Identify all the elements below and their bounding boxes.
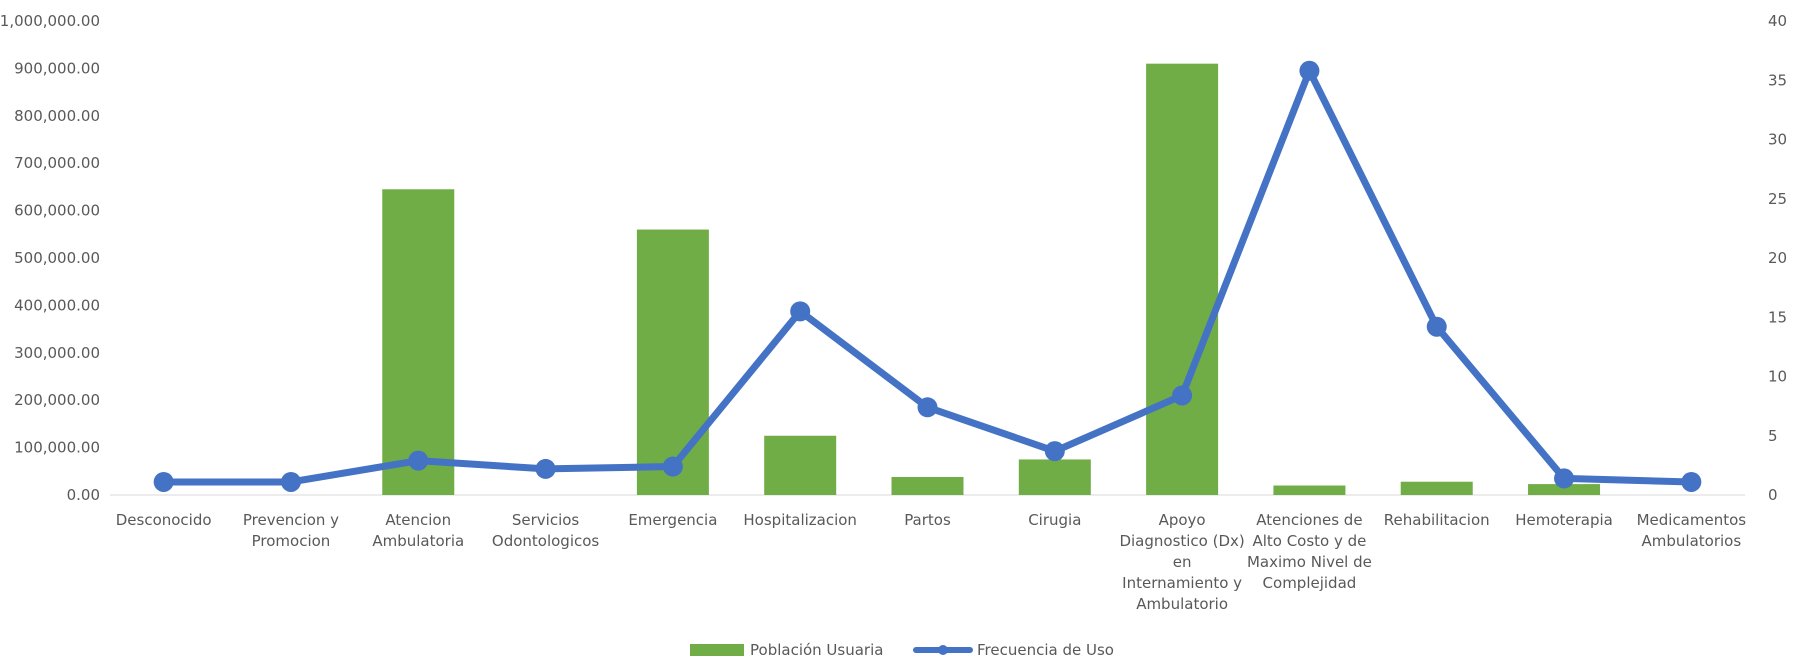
bar (1273, 485, 1346, 495)
line-point (917, 397, 938, 418)
right-axis: 0 5 10 15 20 25 30 35 40 (1768, 12, 1787, 504)
bar (1018, 459, 1091, 495)
right-axis-tick-label: 0 (1768, 486, 1778, 504)
line-point (1299, 60, 1320, 81)
line-point (662, 456, 683, 477)
category-label: Servicios Odontologicos (492, 511, 600, 550)
right-axis-tick-label: 30 (1768, 131, 1787, 149)
category-label: Atencion Ambulatoria (372, 511, 464, 550)
legend-marker-frecuencia-de-uso (938, 645, 948, 655)
left-axis-tick-label: 800,000.00 (14, 107, 100, 125)
category-label: Hospitalizacion (743, 511, 857, 529)
bar (636, 229, 709, 495)
right-axis-tick-label: 5 (1768, 427, 1778, 445)
category-label: Hemoterapia (1515, 511, 1613, 529)
right-axis-tick-label: 20 (1768, 249, 1787, 267)
category-labels: Desconocido Prevencion y Promocion Atencion… (116, 511, 1747, 613)
left-axis: 0.00 100,000.00 200,000.00 300,000.00 400,00… (0, 12, 100, 504)
left-axis-tick-label: 200,000.00 (14, 391, 100, 409)
line-point (1172, 385, 1193, 406)
left-axis-tick-label: 300,000.00 (14, 344, 100, 362)
right-axis-tick-label: 40 (1768, 12, 1787, 30)
line-point (1044, 441, 1065, 462)
line-point (790, 301, 811, 322)
right-axis-tick-label: 15 (1768, 308, 1787, 326)
line-point (1681, 471, 1702, 492)
bar (1528, 484, 1601, 495)
legend: Población Usuaria Frecuencia de Uso (690, 641, 1114, 658)
right-axis-tick-label: 10 (1768, 368, 1787, 386)
right-axis-tick-label: 35 (1768, 71, 1787, 89)
category-label: Medicamentos Ambulatorios (1637, 511, 1747, 550)
category-label: Partos (904, 511, 951, 529)
line-point (1426, 316, 1447, 337)
left-axis-tick-label: 500,000.00 (14, 249, 100, 267)
category-label: Desconocido (116, 511, 212, 529)
left-axis-tick-label: 700,000.00 (14, 154, 100, 172)
left-axis-tick-label: 1,000,000.00 (0, 12, 100, 30)
right-axis-tick-label: 25 (1768, 190, 1787, 208)
line-series-frecuencia-de-uso (153, 60, 1702, 492)
bar (764, 435, 837, 495)
left-axis-tick-label: 400,000.00 (14, 296, 100, 314)
line-point (1554, 468, 1575, 489)
line-point (535, 458, 556, 479)
legend-label-frecuencia-de-uso: Frecuencia de Uso (977, 641, 1114, 658)
left-axis-tick-label: 900,000.00 (14, 59, 100, 77)
line-point (280, 471, 301, 492)
bar (382, 189, 455, 495)
bar (1400, 481, 1473, 495)
category-label: Prevencion y Promocion (243, 511, 339, 550)
category-label: Apoyo Diagnostico (Dx) en Internamiento y Am… (1119, 511, 1244, 613)
category-label: Rehabilitacion (1384, 511, 1490, 529)
legend-label-poblacion-usuaria: Población Usuaria (750, 641, 883, 658)
legend-swatch-poblacion-usuaria (690, 644, 744, 656)
category-label: Atenciones de Alto Costo y de Maximo Nivel… (1247, 511, 1372, 592)
line-point (153, 471, 174, 492)
left-axis-tick-label: 600,000.00 (14, 202, 100, 220)
left-axis-tick-label: 100,000.00 (14, 439, 100, 457)
bar (891, 476, 964, 495)
category-label: Cirugia (1028, 511, 1081, 529)
category-label: Emergencia (628, 511, 717, 529)
line-point (408, 450, 429, 471)
bar-series-poblacion-usuaria (382, 63, 1601, 495)
bar (1146, 63, 1219, 495)
left-axis-tick-label: 0.00 (67, 486, 100, 504)
